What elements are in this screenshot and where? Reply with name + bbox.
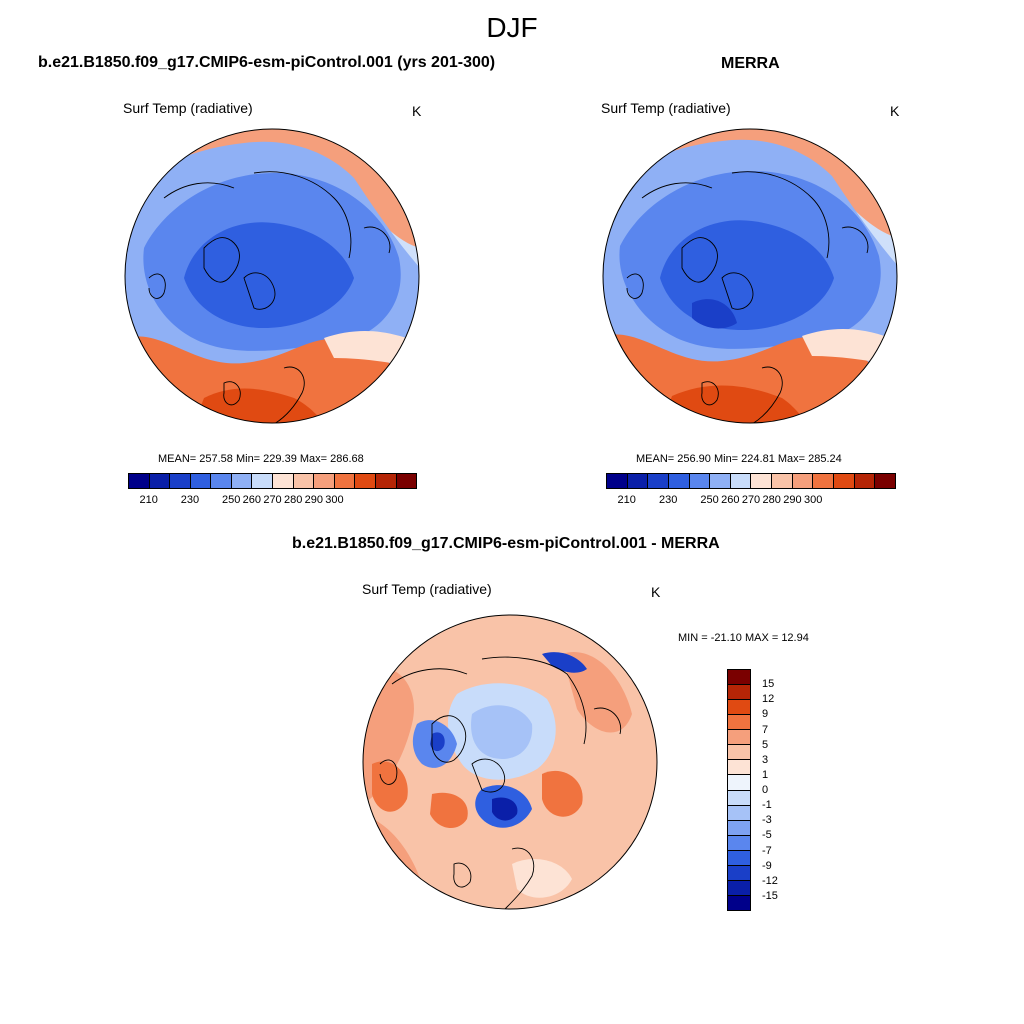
colorbar-swatch [334, 474, 356, 488]
colorbar-swatch [728, 790, 750, 806]
colorbar-tick-label: -9 [762, 859, 772, 872]
colorbar-tick-label: 12 [762, 693, 775, 706]
variable-label: Surf Temp (radiative) [601, 100, 731, 116]
colorbar-swatch [607, 474, 628, 488]
colorbar-swatch [396, 474, 417, 488]
colorbar-tick-label: 270 [741, 494, 761, 506]
colorbar-swatch [710, 474, 731, 488]
colorbar-swatch [728, 730, 750, 746]
colorbar-swatch [728, 820, 750, 836]
colorbar-swatch [728, 850, 750, 866]
colorbar-tick-label: 5 [762, 738, 769, 751]
colorbar-swatch [252, 474, 274, 488]
colorbar-swatch [730, 474, 752, 488]
colorbar-swatch [149, 474, 171, 488]
colorbar-swatch [751, 474, 773, 488]
colorbar-tick-label: 230 [180, 494, 200, 506]
colorbar-tick-label: 3 [762, 753, 769, 766]
stats-label: MIN = -21.10 MAX = 12.94 [678, 632, 809, 644]
colorbar-swatch [875, 474, 895, 488]
colorbar-tick-label: 0 [762, 784, 769, 796]
colorbar-tick-label: 250 [700, 494, 719, 506]
units-label: K [412, 103, 422, 119]
polar-map-difference [362, 614, 658, 910]
colorbar-tick-label: 280 [762, 494, 781, 506]
polar-map-model [124, 128, 420, 424]
colorbar-tick-label: 300 [803, 494, 823, 506]
colorbar-tick-label: 15 [762, 678, 775, 691]
colorbar-tick-label: 280 [283, 494, 303, 506]
colorbar-tick-label: 7 [762, 723, 769, 736]
colorbar-swatch [190, 474, 212, 488]
colorbar-tick-label: 260 [242, 494, 262, 506]
colorbar-tick-label: -1 [762, 799, 772, 812]
colorbar-swatch [728, 745, 750, 761]
colorbar-swatch [211, 474, 232, 488]
variable-label: Surf Temp (radiative) [123, 100, 253, 116]
colorbar-tick-label: 1 [762, 768, 769, 781]
colorbar-vertical [727, 669, 751, 911]
colorbar-ticks: 15 12 9 7 5 3 1 0 -1 -3 -5 -7 -9 -12 -15 [762, 669, 802, 911]
units-label: K [651, 584, 661, 600]
stats-label: MEAN= 256.90 Min= 224.81 Max= 285.24 [636, 453, 842, 465]
colorbar-tick-label: 210 [617, 494, 636, 506]
colorbar-tick-label: 260 [721, 494, 740, 506]
colorbar-swatch [728, 775, 750, 791]
colorbar-tick-label: 9 [762, 708, 769, 721]
colorbar-swatch [355, 474, 376, 488]
colorbar-tick-label: 300 [325, 494, 344, 506]
colorbar-swatch [728, 880, 750, 896]
colorbar-swatch [689, 474, 711, 488]
colorbar-swatch [648, 474, 669, 488]
colorbar-ticks: 210 230 250 260 270 280 290 300 [128, 494, 417, 508]
colorbar-swatch [293, 474, 315, 488]
colorbar-swatch [813, 474, 835, 488]
colorbar-swatch [728, 865, 750, 881]
colorbar-tick-label: 230 [658, 494, 678, 506]
polar-map-obs [602, 128, 898, 424]
colorbar-swatch [129, 474, 150, 488]
figure-title: DJF [486, 12, 538, 43]
colorbar-tick-label: 290 [783, 494, 802, 506]
colorbar-tick-label: 250 [222, 494, 241, 506]
colorbar-tick-label: 290 [304, 494, 323, 506]
colorbar-tick-label: -15 [762, 889, 778, 902]
colorbar-tick-label: 210 [139, 494, 158, 506]
colorbar-tick-label: -3 [762, 814, 772, 827]
variable-label: Surf Temp (radiative) [362, 581, 492, 597]
colorbar-swatch [273, 474, 294, 488]
colorbar-swatch [792, 474, 814, 488]
colorbar-swatch [728, 700, 750, 716]
panel-title-diff: b.e21.B1850.f09_g17.CMIP6-esm-piControl.… [292, 535, 720, 552]
colorbar-swatch [231, 474, 253, 488]
colorbar-swatch [627, 474, 649, 488]
colorbar-swatch [834, 474, 855, 488]
colorbar-swatch [772, 474, 793, 488]
colorbar-tick-label: -12 [762, 874, 778, 887]
colorbar-swatch [314, 474, 335, 488]
colorbar-swatch [728, 805, 750, 821]
panel-title-obs: MERRA [721, 55, 780, 72]
colorbar-swatch [854, 474, 876, 488]
panel-title-model: b.e21.B1850.f09_g17.CMIP6-esm-piControl.… [38, 54, 496, 71]
colorbar-swatch [728, 895, 750, 910]
units-label: K [890, 103, 900, 119]
colorbar [128, 473, 417, 489]
colorbar-tick-label: -5 [762, 829, 772, 842]
colorbar-swatch [170, 474, 191, 488]
colorbar-swatch [728, 835, 750, 851]
colorbar-tick-label: 270 [263, 494, 282, 506]
colorbar-ticks: 210 230 250 260 270 280 290 300 [606, 494, 896, 508]
colorbar-swatch [668, 474, 690, 488]
colorbar-swatch [375, 474, 397, 488]
colorbar-swatch [728, 715, 750, 731]
colorbar-tick-label: -7 [762, 844, 772, 857]
colorbar [606, 473, 896, 489]
colorbar-swatch [728, 670, 750, 686]
colorbar-swatch [728, 685, 750, 701]
stats-label: MEAN= 257.58 Min= 229.39 Max= 286.68 [158, 453, 364, 465]
colorbar-swatch [728, 760, 750, 776]
